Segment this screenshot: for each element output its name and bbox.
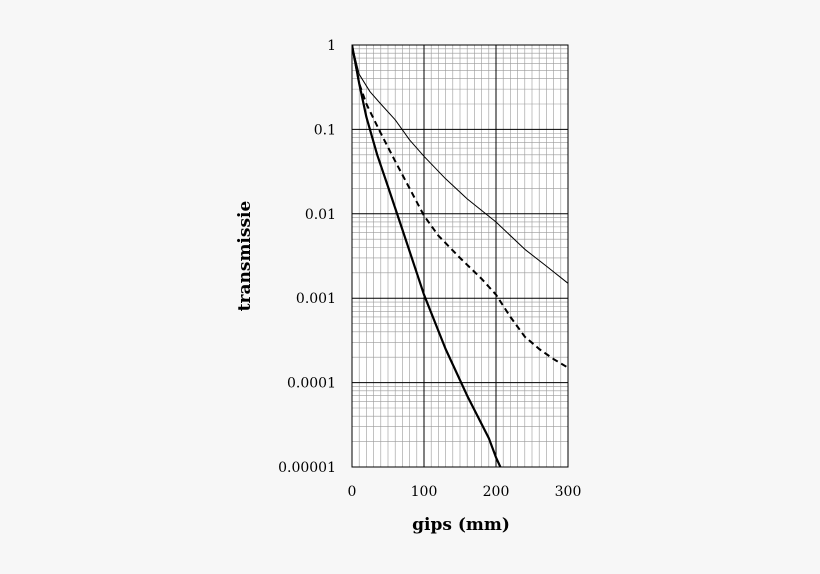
- x-tick-label: 200: [483, 484, 510, 500]
- series-line-2: [352, 45, 568, 369]
- y-tick-label: 0.00001: [278, 460, 336, 476]
- series-line-1: [352, 45, 568, 284]
- x-tick-label: 100: [411, 484, 438, 500]
- y-tick-labels: 1 0.1 0.01 0.001 0.0001 0.00001: [278, 38, 336, 476]
- series-layer: [352, 45, 568, 467]
- x-tick-labels: 0 100 200 300: [348, 484, 582, 500]
- y-tick-label: 0.01: [305, 207, 336, 223]
- y-tick-label: 1: [327, 38, 336, 54]
- x-tick-label: 300: [555, 484, 582, 500]
- series-line-3: [352, 45, 502, 467]
- y-tick-label: 0.0001: [287, 376, 336, 392]
- minor-grid: [352, 45, 568, 467]
- x-axis-title: gips (mm): [412, 515, 510, 535]
- plot-frame: [351, 44, 569, 468]
- x-tick-label: 0: [348, 484, 357, 500]
- y-axis-title: transmissie: [235, 201, 255, 312]
- y-tick-label: 0.1: [314, 122, 336, 138]
- y-tick-label: 0.001: [296, 291, 336, 307]
